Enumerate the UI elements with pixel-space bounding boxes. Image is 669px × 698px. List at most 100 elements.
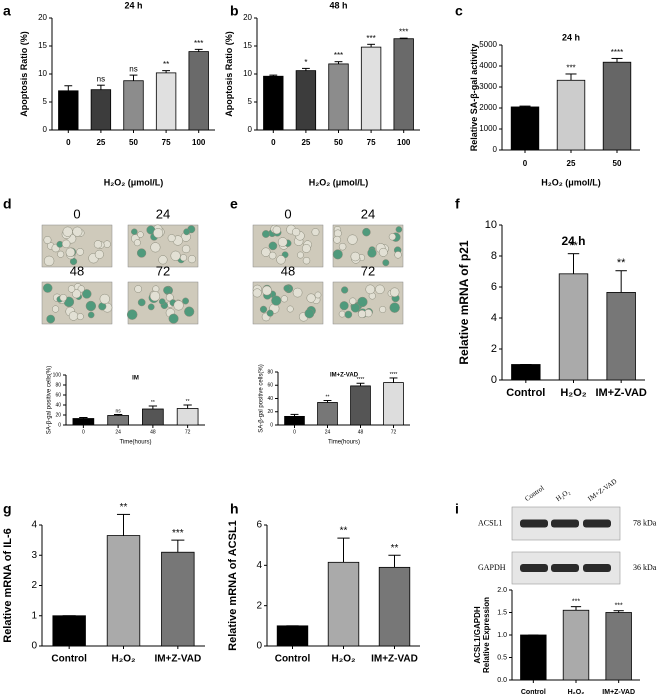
bar: [106, 535, 141, 647]
y-tick-label: 1.5: [497, 609, 507, 616]
x-tick-label: 48: [150, 429, 156, 435]
cell: [262, 230, 270, 238]
cell: [261, 247, 271, 257]
cell: [357, 309, 367, 319]
y-tick-label: 0: [31, 641, 37, 652]
significance: **: [186, 399, 190, 405]
cell: [158, 255, 168, 265]
cell: [43, 255, 55, 267]
cell: [184, 306, 195, 317]
cell: [394, 251, 402, 259]
y-tick-label: 5000: [479, 40, 497, 49]
bar: [123, 80, 144, 131]
bar: [510, 106, 540, 151]
y-tick-label: 80: [267, 369, 273, 375]
cell: [43, 236, 52, 244]
cell: [179, 254, 188, 262]
blot-band: [583, 519, 611, 528]
blot-band: [583, 564, 611, 572]
cell: [349, 297, 357, 305]
cell: [344, 310, 353, 319]
x-tick-label: H₂O₂: [332, 654, 356, 665]
bar: [142, 408, 164, 426]
bar: [328, 63, 349, 131]
x-tick-label: 25: [567, 159, 576, 168]
y-tick-label: 10: [38, 69, 47, 78]
bar: [327, 561, 360, 647]
y-tick-label: 10: [243, 69, 252, 78]
cell: [133, 239, 141, 247]
significance: ****: [357, 377, 365, 383]
significance: *: [304, 58, 307, 67]
cell: [181, 244, 191, 254]
x-tick-label: 75: [162, 138, 171, 147]
significance: **: [326, 394, 330, 400]
cell: [182, 297, 189, 305]
image-label: 72: [361, 263, 375, 278]
cell: [85, 300, 97, 312]
significance: ns: [129, 65, 137, 74]
bar: [378, 566, 411, 647]
cell: [165, 293, 174, 302]
cell: [65, 247, 76, 258]
x-axis-label: H₂O₂ (μmol/L): [541, 177, 601, 187]
x-tick-label: 50: [334, 138, 343, 147]
cell: [302, 256, 311, 265]
significance: **: [120, 502, 128, 513]
bar: [605, 612, 632, 681]
significance: ***: [566, 63, 575, 72]
chart-title: 24 h: [561, 234, 585, 248]
y-tick-label: 20: [55, 412, 61, 418]
cell: [134, 285, 143, 293]
y-axis-label: Apoptosis Ratio (%): [19, 31, 29, 117]
y-tick-label: 5: [43, 97, 48, 106]
y-tick-label: 4: [31, 520, 37, 531]
image-label: 0: [284, 206, 291, 221]
panel-letter: g: [3, 501, 12, 517]
y-tick-label: 0.0: [497, 677, 507, 684]
cell: [333, 235, 341, 244]
cell: [292, 287, 303, 298]
cell: [62, 226, 73, 237]
cell: [283, 284, 291, 292]
cell: [183, 228, 191, 236]
x-tick-label: 24: [115, 429, 121, 435]
significance: **: [151, 400, 155, 406]
y-tick-label: 0: [43, 125, 48, 134]
y-tick-label: 4: [256, 560, 262, 571]
panel-letter: h: [230, 501, 239, 517]
x-axis-label: H₂O₂ (μmol/L): [309, 177, 369, 187]
bar: [52, 615, 86, 647]
significance: ****: [390, 372, 398, 378]
x-tick-label: H₂O₂: [112, 654, 136, 665]
x-tick-label: Control: [51, 654, 87, 665]
y-tick-label: 15: [38, 41, 47, 50]
x-tick-label: 75: [367, 138, 376, 147]
y-tick-label: 2: [256, 600, 262, 611]
cell: [338, 242, 347, 251]
x-axis-label: Time(hours): [119, 440, 151, 446]
cell: [67, 285, 76, 293]
significance: **: [340, 526, 348, 537]
cell: [136, 248, 147, 258]
cell: [158, 298, 166, 305]
x-tick-label: IM+Z-VAD: [602, 689, 635, 696]
chart-title: 24 h: [562, 32, 580, 42]
lane-label: IM+Z-VAD: [586, 477, 618, 503]
size-label: 36 kDa: [633, 563, 657, 572]
cell: [153, 228, 164, 239]
y-tick-label: 60: [55, 392, 61, 398]
cell: [68, 311, 79, 321]
y-axis-label: SA-β-gal positive cells(%): [47, 366, 53, 434]
significance: ns: [97, 75, 105, 84]
panel-letter: b: [230, 3, 239, 19]
y-tick-label: 3: [31, 550, 37, 561]
size-label: 78 kDa: [633, 518, 657, 527]
blot-band: [520, 519, 548, 528]
cell: [382, 259, 390, 267]
bar: [176, 408, 199, 426]
cell: [280, 295, 288, 303]
x-tick-label: H₂O₂: [568, 689, 585, 696]
cell: [314, 291, 322, 299]
